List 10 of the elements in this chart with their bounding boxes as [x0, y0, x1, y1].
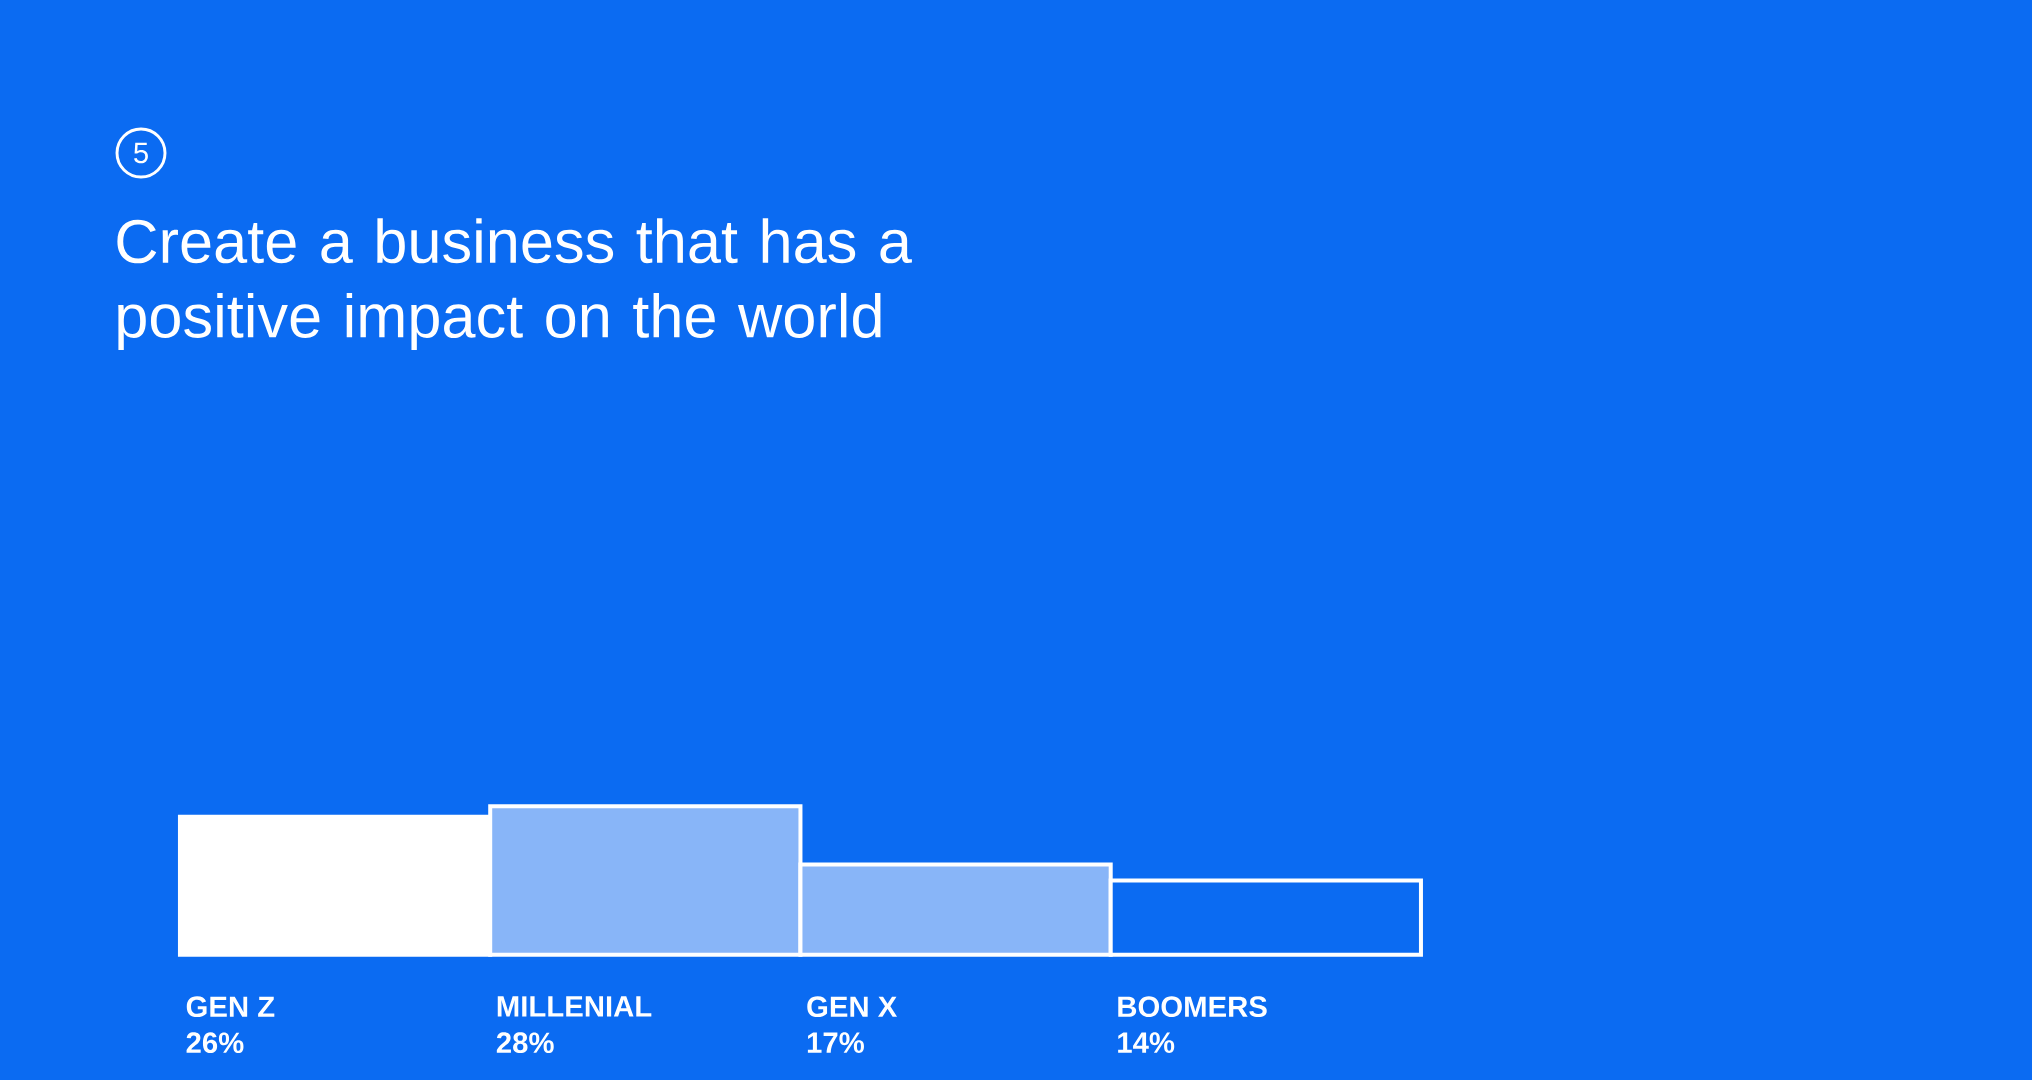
x-tick-label: BOOMERS — [1118, 996, 1267, 1018]
data-label: 14% — [1118, 1032, 1175, 1053]
x-tick-label: GEN X — [807, 996, 898, 1018]
x-tick-label: MILLENIAL — [497, 996, 652, 1017]
text: 5 — [134, 142, 148, 164]
data-label: 17% — [807, 1032, 864, 1053]
data-label: 28% — [496, 1032, 554, 1054]
x-tick-label: GEN Z — [186, 996, 275, 1018]
chart-title: Create a business that has a positive impact on the world — [117, 218, 912, 351]
data-label: 26% — [186, 1032, 244, 1054]
